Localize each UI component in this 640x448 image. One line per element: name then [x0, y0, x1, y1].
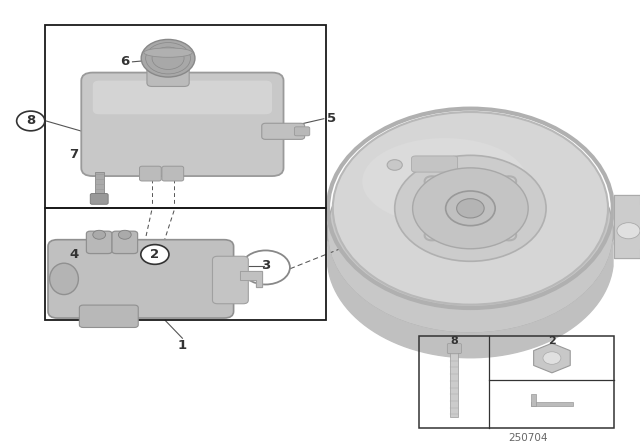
Circle shape	[93, 230, 106, 239]
Ellipse shape	[144, 48, 192, 57]
FancyBboxPatch shape	[162, 166, 184, 181]
FancyBboxPatch shape	[81, 73, 284, 176]
Ellipse shape	[50, 263, 78, 295]
FancyBboxPatch shape	[79, 305, 138, 327]
Circle shape	[141, 39, 195, 77]
Bar	[95, 172, 104, 196]
Circle shape	[445, 191, 495, 226]
Circle shape	[387, 159, 403, 170]
Circle shape	[543, 352, 561, 364]
Bar	[451, 347, 458, 417]
Bar	[531, 394, 536, 405]
Text: 7: 7	[69, 148, 78, 161]
FancyBboxPatch shape	[447, 344, 461, 353]
FancyBboxPatch shape	[93, 81, 272, 114]
Text: 2: 2	[548, 336, 556, 346]
Ellipse shape	[327, 133, 614, 333]
Polygon shape	[328, 241, 613, 358]
FancyBboxPatch shape	[90, 194, 108, 204]
Text: 8: 8	[26, 114, 35, 128]
FancyBboxPatch shape	[212, 256, 248, 304]
FancyBboxPatch shape	[294, 127, 310, 136]
Text: 3: 3	[261, 259, 270, 272]
Text: 1: 1	[178, 339, 187, 353]
FancyBboxPatch shape	[140, 166, 161, 181]
FancyBboxPatch shape	[112, 231, 138, 254]
Bar	[45, 25, 326, 208]
Circle shape	[333, 112, 608, 305]
Bar	[45, 208, 326, 320]
FancyBboxPatch shape	[262, 123, 305, 139]
Text: 250704: 250704	[508, 433, 548, 443]
Text: 5: 5	[327, 112, 336, 125]
Circle shape	[413, 168, 528, 249]
FancyBboxPatch shape	[412, 156, 458, 172]
Polygon shape	[240, 271, 262, 287]
FancyBboxPatch shape	[147, 61, 189, 86]
Circle shape	[141, 245, 169, 264]
FancyBboxPatch shape	[86, 231, 112, 254]
Circle shape	[617, 223, 640, 239]
Text: 4: 4	[69, 248, 78, 261]
Circle shape	[395, 155, 546, 261]
Text: 8: 8	[451, 336, 458, 346]
Polygon shape	[614, 195, 640, 258]
Text: 6: 6	[120, 55, 129, 69]
Ellipse shape	[362, 138, 527, 225]
Circle shape	[17, 111, 45, 131]
Text: 2: 2	[150, 248, 159, 261]
Circle shape	[118, 230, 131, 239]
FancyBboxPatch shape	[48, 240, 234, 318]
Bar	[419, 336, 614, 428]
Circle shape	[456, 199, 484, 218]
Bar	[531, 402, 573, 405]
